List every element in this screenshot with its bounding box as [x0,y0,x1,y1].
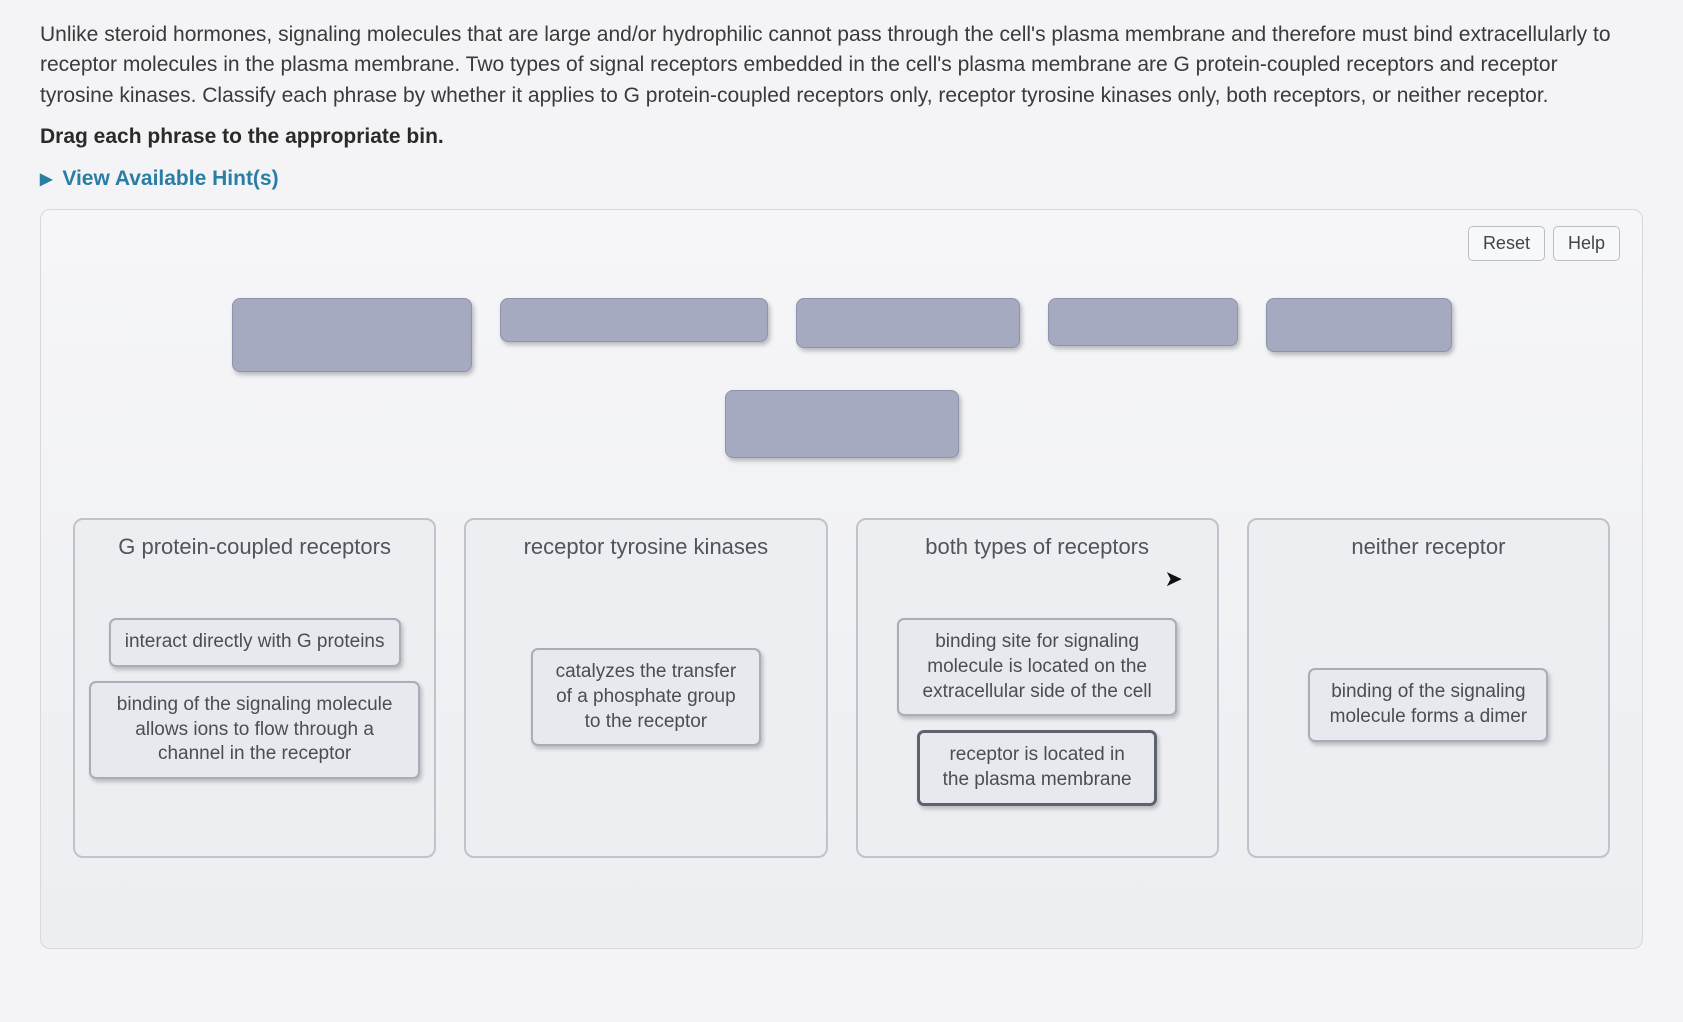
draggable-chip[interactable]: catalyzes the transfer of a phosphate gr… [531,648,761,746]
bin-items: catalyzes the transfer of a phosphate gr… [480,648,811,746]
drag-instruction: Drag each phrase to the appropriate bin. [40,125,1643,149]
bin-both[interactable]: both types of receptors ➤ binding site f… [856,518,1219,858]
reset-button[interactable]: Reset [1468,226,1545,261]
pool-row-2 [725,390,959,458]
draggable-chip[interactable]: interact directly with G proteins [109,618,401,667]
blank-draggable-chip[interactable] [796,298,1020,348]
bin-items: interact directly with G proteins bindin… [89,618,420,779]
draggable-chip[interactable]: binding of the signaling molecule forms … [1308,668,1548,741]
drag-drop-workspace: Reset Help G protein-coupled receptors i… [40,209,1643,949]
blank-draggable-chip[interactable] [1266,298,1452,352]
pool-row-1 [232,298,1452,372]
view-hints-toggle[interactable]: ▶ View Available Hint(s) [40,167,279,191]
bin-gpcr[interactable]: G protein-coupled receptors interact dir… [73,518,436,858]
bin-title: receptor tyrosine kinases [480,534,811,590]
bin-title: G protein-coupled receptors [89,534,420,590]
workspace-toolbar: Reset Help [1468,226,1620,261]
bin-rtk[interactable]: receptor tyrosine kinases catalyzes the … [464,518,827,858]
hints-label: View Available Hint(s) [62,167,278,191]
caret-right-icon: ▶ [40,169,52,189]
question-body: Unlike steroid hormones, signaling molec… [40,20,1620,111]
source-chip-pool [63,298,1620,458]
bin-neither[interactable]: neither receptor binding of the signalin… [1247,518,1610,858]
blank-draggable-chip[interactable] [725,390,959,458]
bins-row: G protein-coupled receptors interact dir… [63,518,1620,858]
bin-title: neither receptor [1263,534,1594,590]
help-button[interactable]: Help [1553,226,1620,261]
bin-items: binding of the signaling molecule forms … [1263,668,1594,741]
bin-items: binding site for signaling molecule is l… [872,618,1203,805]
blank-draggable-chip[interactable] [1048,298,1238,346]
draggable-chip[interactable]: binding of the signaling molecule allows… [89,681,420,779]
draggable-chip[interactable]: receptor is located in the plasma membra… [917,730,1157,805]
blank-draggable-chip[interactable] [232,298,472,372]
draggable-chip[interactable]: binding site for signaling molecule is l… [897,618,1177,716]
blank-draggable-chip[interactable] [500,298,768,342]
bin-title: both types of receptors [872,534,1203,590]
